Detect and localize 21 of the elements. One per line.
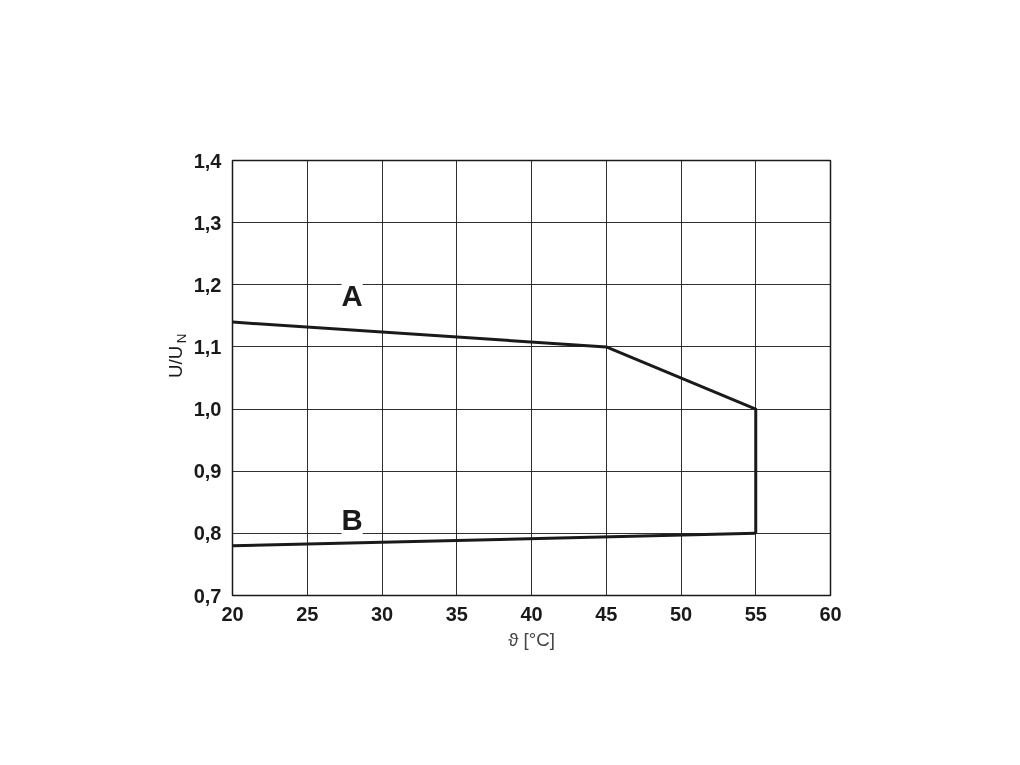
x-tick-label: 20 [221,602,244,625]
y-tick-label: 1,3 [193,211,222,234]
y-tick-label: 0,9 [193,460,222,483]
x-tick-label: 50 [669,602,693,625]
y-axis-title: U/UN [164,333,189,378]
y-tick-label: 1,4 [193,149,223,172]
series-label: A [341,279,363,313]
x-tick-label: 30 [370,602,394,625]
x-tick-label: 60 [819,602,842,625]
x-tick-label: 55 [744,602,767,625]
series-label: B [341,503,363,537]
x-tick-label: 45 [595,602,618,625]
y-tick-label: 1,0 [193,398,222,421]
y-tick-label: 0,8 [193,522,222,545]
y-tick-label: 1,2 [193,273,222,296]
x-axis-title: ϑ [°C] [508,628,555,650]
x-tick-label: 40 [520,602,543,625]
x-tick-label: 25 [296,602,319,625]
y-tick-label: 1,1 [193,335,222,358]
y-tick-label: 0,7 [193,584,222,607]
x-tick-label: 35 [445,602,468,625]
